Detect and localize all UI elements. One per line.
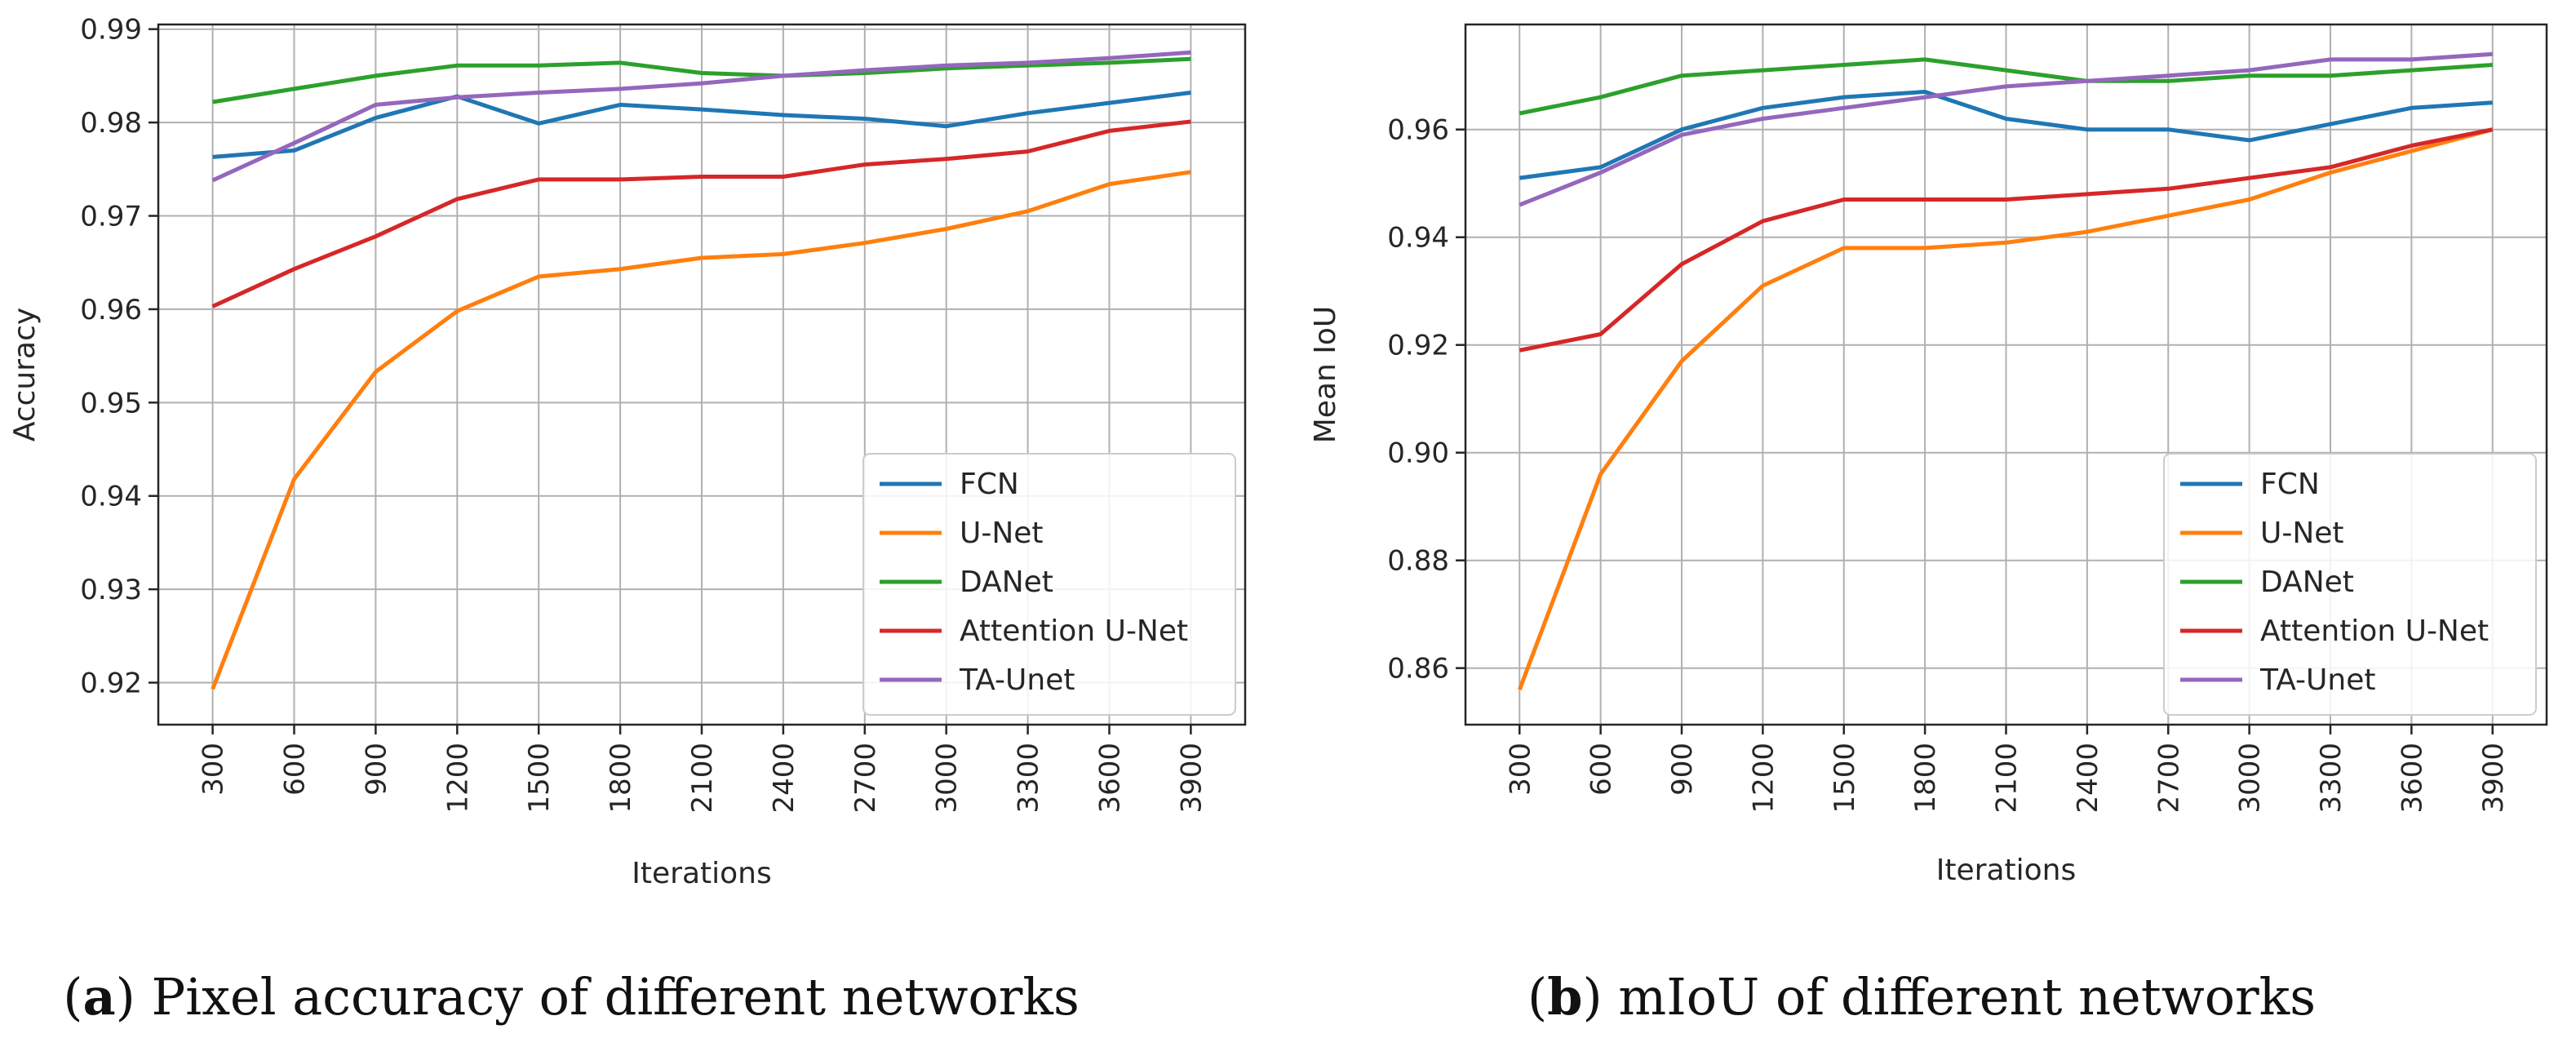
y-tick-label: 0.97 xyxy=(80,201,142,233)
legend-box xyxy=(862,453,1236,716)
caption-a-letter: a xyxy=(82,967,115,1027)
y-tick-label: 0.94 xyxy=(80,481,142,513)
y-tick-label: 0.86 xyxy=(1387,653,1449,685)
panel-a-accuracy-chart: 300 600 900 1200 1500 1800 2100 2400 2700 3000 330… xyxy=(8,14,1247,890)
legend-label-fcn: FCN xyxy=(960,468,1019,501)
x-tick-label: 2400 xyxy=(768,743,800,814)
series-line-danet xyxy=(212,56,1191,104)
x-tick-label: 3600 xyxy=(1094,743,1127,814)
x-tick-label: 300 xyxy=(1504,743,1536,796)
x-tick-label: 3000 xyxy=(2234,743,2267,814)
x-tick-label: 900 xyxy=(1666,743,1699,796)
legend-label-danet: DANet xyxy=(2260,566,2354,599)
x-tick-label: 3300 xyxy=(2315,743,2348,814)
series-line-fcn xyxy=(212,91,1191,159)
y-axis-ticks: 0.86 0.88 0.90 0.92 0.94 0.96 xyxy=(1387,114,1465,685)
caption-b-text: mIoU of different networks xyxy=(1603,967,2316,1027)
x-tick-label: 2700 xyxy=(2153,743,2185,814)
y-tick-label: 0.93 xyxy=(80,574,142,606)
series-lines xyxy=(211,50,1191,690)
x-tick-label: 1500 xyxy=(523,743,556,814)
legend-label-ta-unet: TA-Unet xyxy=(959,663,1075,697)
x-tick-label: 3900 xyxy=(2477,743,2510,814)
x-tick-label: 2400 xyxy=(2072,743,2104,814)
x-tick-label: 600 xyxy=(279,743,312,796)
x-tick-label: 2100 xyxy=(1991,743,2024,814)
y-tick-label: 0.92 xyxy=(80,668,142,700)
caption-a: (a) Pixel accuracy of different networks xyxy=(63,967,1080,1027)
x-tick-label: 3000 xyxy=(931,743,964,814)
x-tick-label: 3900 xyxy=(1175,743,1208,814)
y-tick-label: 0.90 xyxy=(1387,437,1449,470)
legend-label-u-net: U-Net xyxy=(960,517,1044,550)
y-axis-ticks: 0.92 0.93 0.94 0.95 0.96 0.97 0.98 0.99 xyxy=(80,14,158,700)
x-tick-label: 3600 xyxy=(2396,743,2428,814)
caption-a-text: Pixel accuracy of different networks xyxy=(135,967,1080,1027)
x-tick-label: 2100 xyxy=(686,743,719,814)
x-axis-label: Iterations xyxy=(1936,854,2076,887)
y-tick-label: 0.96 xyxy=(1387,114,1449,147)
x-tick-label: 1200 xyxy=(441,743,474,814)
caption-b-letter: b xyxy=(1547,967,1582,1027)
legend-label-attention-u-net: Attention U-Net xyxy=(960,614,1188,648)
y-axis-label: Accuracy xyxy=(8,308,42,441)
x-axis-ticks: 300 600 900 1200 1500 1800 2100 2400 2700 3000 330… xyxy=(197,725,1208,814)
y-tick-label: 0.99 xyxy=(80,14,142,47)
y-tick-label: 0.88 xyxy=(1387,545,1449,578)
series-line-fcn xyxy=(1519,90,2493,180)
series-line-u-net xyxy=(1517,127,2494,690)
y-tick-label: 0.95 xyxy=(80,387,142,419)
legend: FCN U-Net DANet Attention U-Net TA-Unet xyxy=(862,453,1236,716)
series-lines xyxy=(1517,51,2494,690)
y-tick-label: 0.94 xyxy=(1387,222,1449,255)
legend-box xyxy=(2163,453,2537,716)
x-tick-label: 1800 xyxy=(1909,743,1942,814)
x-axis-ticks: 300 600 900 1200 1500 1800 2100 2400 2700 3000 330… xyxy=(1504,725,2510,814)
legend-label-ta-unet: TA-Unet xyxy=(2259,663,2375,697)
x-tick-label: 900 xyxy=(360,743,392,796)
legend-label-u-net: U-Net xyxy=(2260,517,2344,550)
legend-label-attention-u-net: Attention U-Net xyxy=(2260,614,2489,648)
legend-label-danet: DANet xyxy=(960,566,1053,599)
panel-b-miou-chart: 300 600 900 1200 1500 1800 2100 2400 2700 3000 330… xyxy=(1309,23,2548,887)
y-tick-label: 0.92 xyxy=(1387,330,1449,362)
x-tick-label: 1500 xyxy=(1829,743,1861,814)
x-tick-label: 600 xyxy=(1585,743,1618,796)
caption-b: (b) mIoU of different networks xyxy=(1527,967,2316,1027)
y-axis-label: Mean IoU xyxy=(1309,306,1342,444)
legend: FCN U-Net DANet Attention U-Net TA-Unet xyxy=(2163,453,2537,716)
legend-label-fcn: FCN xyxy=(2260,468,2320,501)
x-tick-label: 1200 xyxy=(1747,743,1780,814)
series-line-ta-unet xyxy=(1519,51,2493,207)
x-axis-label: Iterations xyxy=(632,857,771,890)
y-tick-label: 0.98 xyxy=(80,107,142,140)
y-tick-label: 0.96 xyxy=(80,294,142,326)
series-line-danet xyxy=(1519,57,2493,116)
x-tick-label: 3300 xyxy=(1013,743,1045,814)
series-line-u-net xyxy=(211,170,1191,690)
x-tick-label: 300 xyxy=(197,743,230,796)
x-tick-label: 1800 xyxy=(605,743,637,814)
series-line-attention-u-net xyxy=(211,119,1191,308)
x-tick-label: 2700 xyxy=(849,743,882,814)
series-line-attention-u-net xyxy=(1519,127,2494,353)
series-line-ta-unet xyxy=(211,50,1191,183)
